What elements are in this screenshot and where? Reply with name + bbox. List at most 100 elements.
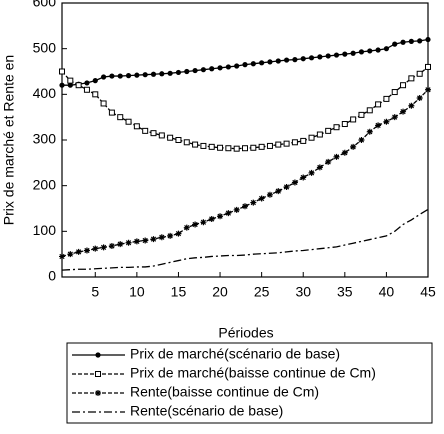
marker [408, 75, 415, 82]
marker [400, 82, 407, 89]
marker [350, 143, 357, 150]
marker [217, 65, 223, 71]
marker [83, 247, 90, 254]
marker [175, 230, 182, 237]
marker [358, 49, 365, 55]
marker [234, 63, 240, 69]
marker [358, 111, 365, 118]
marker [267, 59, 273, 65]
marker [100, 100, 107, 107]
marker [367, 48, 373, 54]
legend-label: Prix de marché(baisse continue de Cm) [130, 365, 376, 381]
marker [142, 127, 149, 134]
marker [408, 38, 414, 44]
marker [167, 134, 174, 141]
marker [108, 242, 115, 249]
marker [192, 67, 198, 74]
marker [92, 91, 99, 98]
marker [192, 141, 199, 148]
marker [209, 66, 215, 72]
marker [358, 137, 365, 143]
marker [75, 248, 82, 255]
marker [242, 203, 248, 210]
x-tick-label: 5 [91, 284, 99, 300]
series-line [61, 89, 429, 258]
marker [183, 139, 190, 146]
marker [59, 253, 65, 260]
marker [391, 89, 398, 96]
marker [225, 210, 232, 217]
marker [117, 114, 124, 121]
marker [142, 237, 149, 244]
x-tick-label: 10 [129, 284, 145, 300]
marker [400, 108, 407, 115]
marker [125, 239, 132, 246]
x-tick-label: 25 [254, 284, 270, 300]
marker [259, 60, 265, 66]
marker [233, 206, 240, 213]
marker [392, 41, 398, 47]
marker [342, 51, 348, 57]
marker [175, 69, 182, 76]
marker [100, 244, 107, 251]
marker [350, 116, 357, 123]
marker [308, 134, 315, 141]
marker [250, 61, 256, 67]
marker [167, 232, 174, 239]
marker [408, 102, 415, 109]
marker [291, 179, 298, 186]
x-tick-label: 30 [295, 284, 311, 300]
marker [383, 118, 390, 125]
marker [208, 216, 215, 223]
marker [366, 107, 373, 114]
marker [225, 145, 232, 152]
marker [67, 82, 73, 88]
marker [84, 80, 90, 86]
marker [92, 245, 99, 252]
x-tick-label: 45 [420, 284, 436, 300]
marker [242, 145, 248, 152]
marker [258, 195, 265, 202]
marker [275, 141, 282, 148]
marker [225, 64, 231, 70]
marker [350, 50, 356, 56]
marker [59, 68, 65, 75]
x-tick-label: 35 [337, 284, 353, 300]
marker [100, 74, 107, 80]
series-line [61, 66, 429, 150]
marker [200, 67, 207, 73]
marker [266, 191, 273, 198]
series-line [61, 208, 429, 271]
marker [383, 95, 390, 102]
marker [158, 234, 165, 241]
y-tick-label: 400 [33, 85, 57, 101]
marker [391, 114, 398, 121]
marker [333, 52, 340, 58]
marker [242, 62, 248, 68]
y-tick-label: 0 [48, 268, 56, 284]
marker [283, 140, 290, 147]
marker [416, 70, 423, 77]
legend-marker [95, 371, 101, 377]
marker [375, 101, 382, 108]
marker [425, 86, 431, 93]
marker [192, 221, 199, 228]
legend-label: Rente(scénario de base) [130, 403, 283, 419]
marker [184, 68, 190, 75]
marker [233, 145, 240, 152]
marker [300, 137, 307, 144]
marker [133, 123, 140, 130]
marker [150, 130, 157, 137]
marker [300, 56, 306, 62]
marker [117, 241, 124, 248]
marker [341, 121, 348, 128]
marker [333, 124, 340, 131]
marker [83, 86, 90, 93]
marker [317, 54, 323, 60]
marker [158, 132, 165, 139]
x-tick-label: 20 [212, 284, 228, 300]
marker [258, 143, 265, 150]
marker [291, 139, 298, 146]
y-axis-label: Prix de marché et Rente en [1, 55, 17, 225]
